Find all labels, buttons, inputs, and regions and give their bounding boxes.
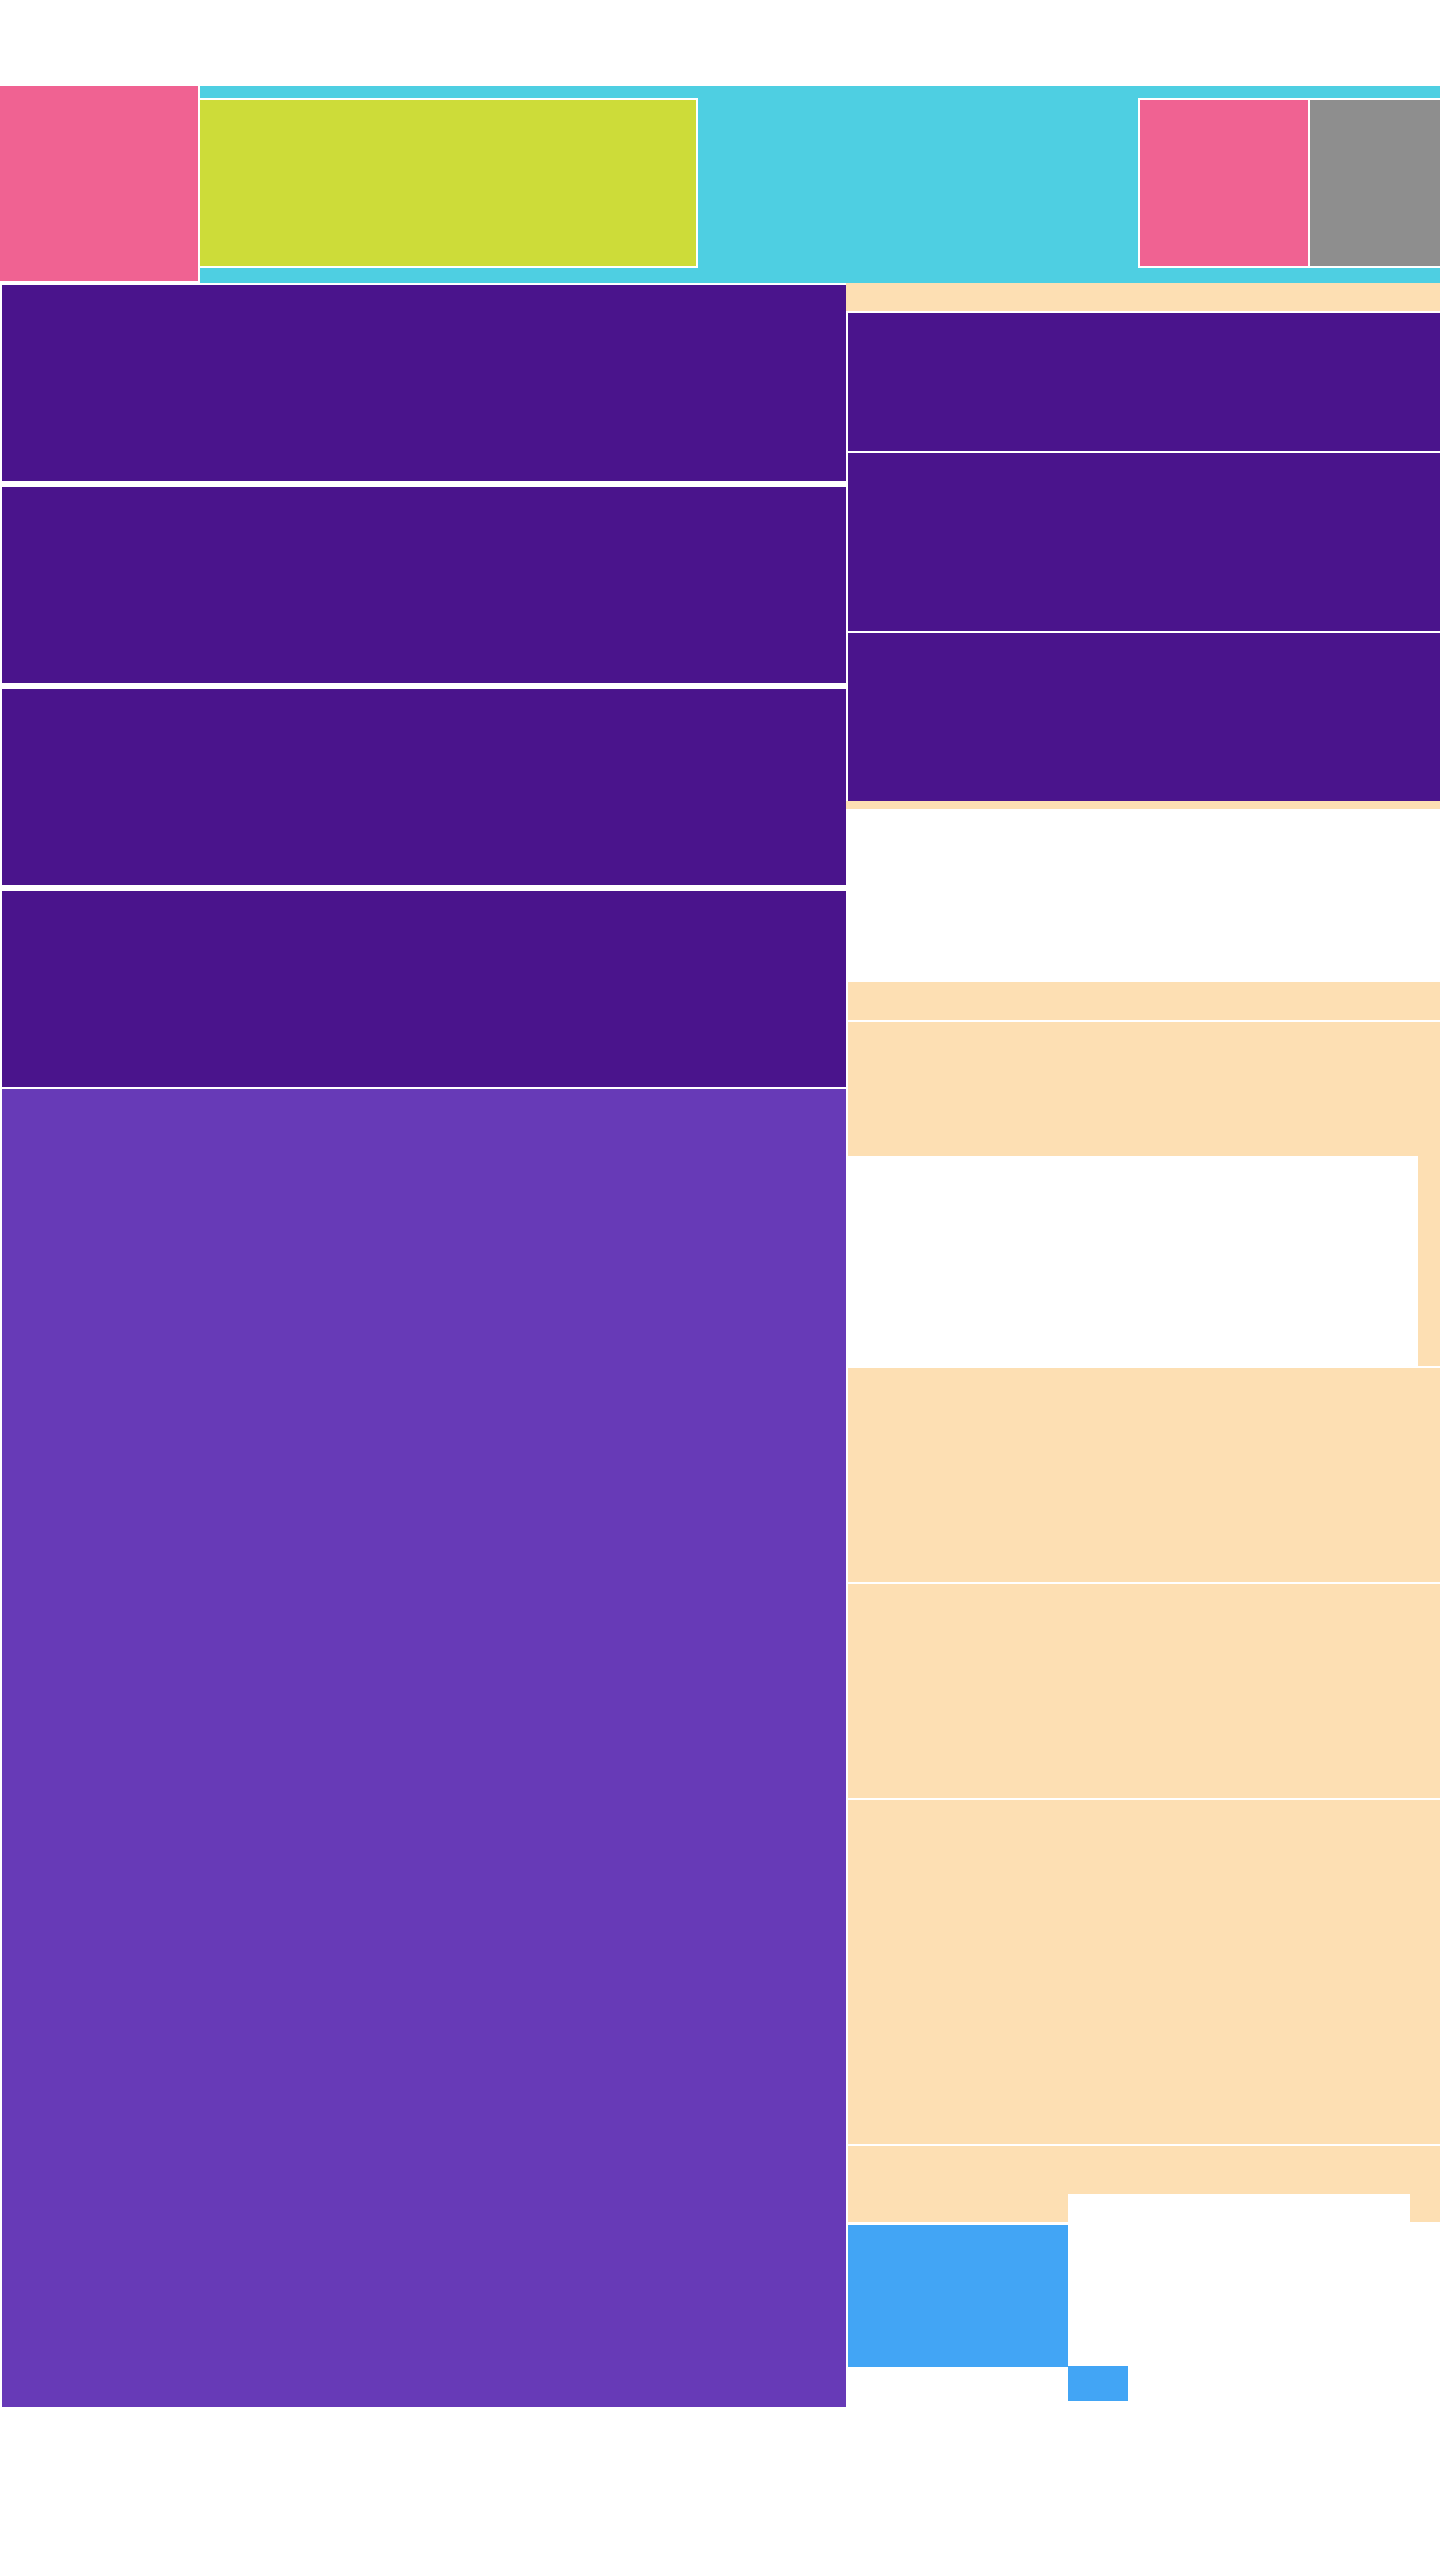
sidebar-section-1	[846, 980, 1440, 1022]
sidebar-strip	[846, 801, 1440, 809]
sidebar-card-2[interactable]	[846, 451, 1440, 633]
sidebar-section-5	[846, 1798, 1440, 2146]
nav-card-3[interactable]	[0, 687, 848, 887]
sidebar-popup-placeholder	[1068, 2194, 1410, 2366]
sidebar-card-1[interactable]	[846, 311, 1440, 453]
nav-card-4[interactable]	[0, 889, 848, 1089]
sidebar-top-strip	[846, 283, 1440, 313]
nav-card-2[interactable]	[0, 485, 848, 685]
logo-block[interactable]	[0, 86, 200, 283]
header-action-secondary-button[interactable]	[1308, 98, 1440, 268]
sidebar-image-placeholder	[848, 1156, 1418, 1366]
main-content-panel	[0, 1087, 848, 2409]
search-field[interactable]	[198, 98, 698, 268]
header-action-primary-button[interactable]	[1138, 98, 1310, 268]
sidebar-section-3	[846, 1366, 1440, 1584]
footer-button[interactable]	[848, 2225, 1068, 2367]
footer-button-tab[interactable]	[1068, 2366, 1128, 2401]
sidebar-section-4	[846, 1582, 1440, 1800]
nav-card-1[interactable]	[0, 283, 848, 483]
sidebar-card-3[interactable]	[846, 631, 1440, 803]
